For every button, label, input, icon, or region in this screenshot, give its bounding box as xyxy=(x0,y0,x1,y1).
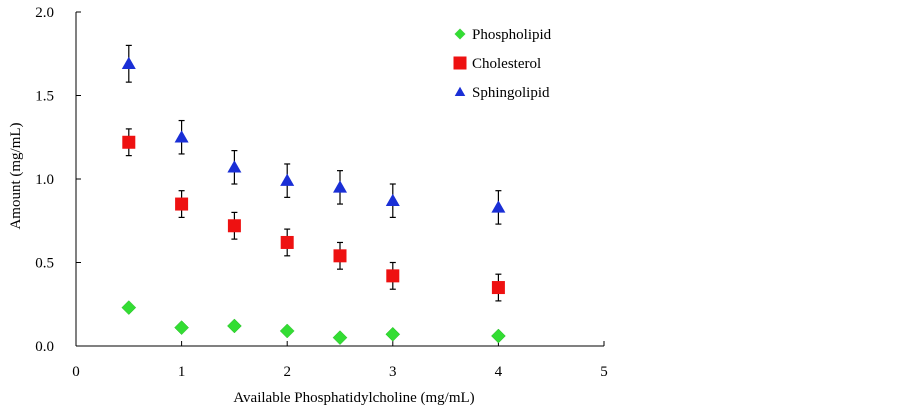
point-phospholipid xyxy=(121,300,137,315)
point-cholesterol xyxy=(491,281,505,295)
x-tick-label: 2 xyxy=(283,364,291,380)
legend-item-sphingolipid: Sphingolipid xyxy=(454,85,550,101)
point-phospholipid xyxy=(279,323,295,339)
point-phospholipid xyxy=(491,328,506,344)
point-sphingolipid xyxy=(227,160,242,173)
point-cholesterol xyxy=(386,269,400,283)
ticks: 0 1 2 3 4 5 0.0 0.5 1.0 1.5 2.0 xyxy=(35,5,608,380)
legend-item-cholesterol: Cholesterol xyxy=(453,56,541,72)
x-tick-label: 4 xyxy=(495,364,503,380)
point-sphingolipid xyxy=(333,180,347,193)
legend-marker-phospholipid xyxy=(454,28,466,40)
legend: Phospholipid Cholesterol Sphingolipid xyxy=(453,27,552,101)
x-tick-label: 1 xyxy=(178,364,186,380)
legend-label-cholesterol: Cholesterol xyxy=(472,56,541,72)
y-tick-label: 1.0 xyxy=(35,172,54,188)
point-cholesterol xyxy=(122,135,136,149)
x-axis-label: Available Phosphatidylcholine (mg/mL) xyxy=(233,390,474,406)
point-sphingolipid xyxy=(385,193,400,206)
y-tick-label: 0.0 xyxy=(35,339,54,355)
y-tick-label: 0.5 xyxy=(35,256,54,272)
point-phospholipid xyxy=(227,318,242,334)
legend-label-sphingolipid: Sphingolipid xyxy=(472,85,550,101)
point-sphingolipid xyxy=(491,200,506,213)
series-sphingolipid xyxy=(121,44,506,225)
point-phospholipid xyxy=(385,326,401,342)
y-tick-label: 1.5 xyxy=(35,89,54,105)
series-phospholipid xyxy=(121,300,506,346)
point-cholesterol xyxy=(333,249,347,263)
point-phospholipid xyxy=(332,330,348,346)
point-sphingolipid xyxy=(280,173,295,186)
point-cholesterol xyxy=(227,219,241,233)
point-sphingolipid xyxy=(174,130,189,143)
x-tick-label: 5 xyxy=(600,364,608,380)
legend-label-phospholipid: Phospholipid xyxy=(472,27,552,43)
series-cholesterol xyxy=(122,128,505,302)
point-cholesterol xyxy=(175,197,189,211)
legend-item-phospholipid: Phospholipid xyxy=(454,27,552,43)
point-sphingolipid xyxy=(121,56,136,70)
x-tick-label: 0 xyxy=(72,364,80,380)
point-phospholipid xyxy=(174,320,189,335)
legend-marker-cholesterol xyxy=(453,56,467,70)
series-layer xyxy=(121,44,506,346)
point-cholesterol xyxy=(280,235,294,249)
x-tick-label: 3 xyxy=(389,364,397,380)
legend-marker-sphingolipid xyxy=(454,86,466,96)
y-axis-label: Amount (mg/mL) xyxy=(8,122,24,229)
y-tick-label: 2.0 xyxy=(35,5,54,21)
